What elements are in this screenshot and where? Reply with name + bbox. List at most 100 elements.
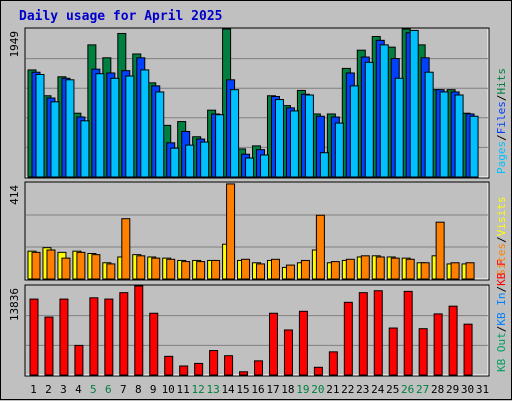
x-tick-label-day-28: 28 bbox=[431, 383, 444, 396]
bar-pages bbox=[245, 157, 255, 178]
panel-visits_sites: 414 Sites/Visits bbox=[8, 181, 508, 281]
legend-item-sites: Sites bbox=[495, 243, 508, 276]
legend-separator: / bbox=[495, 326, 508, 333]
bar-kb-f bbox=[268, 312, 278, 376]
legend-text: Pages/Files/Hits bbox=[495, 68, 508, 174]
bar-sites bbox=[196, 261, 206, 280]
bar-sites bbox=[450, 262, 460, 280]
legend-text: KB Out/KB In/KB F bbox=[495, 259, 508, 372]
x-tick-label-day-22: 22 bbox=[341, 383, 354, 396]
bar-pages bbox=[469, 115, 479, 178]
bar-sites bbox=[241, 258, 251, 280]
panel-hits_files_pages: 1949 Pages/Files/Hits bbox=[8, 27, 508, 179]
bar-kb-f bbox=[74, 344, 84, 376]
bar-pages bbox=[170, 147, 180, 178]
bar-pages bbox=[334, 122, 344, 178]
bar-sites bbox=[465, 262, 475, 280]
bar-pages bbox=[379, 44, 389, 178]
bar-kb-f bbox=[328, 351, 338, 376]
bar-pages bbox=[230, 89, 240, 178]
x-tick-label-day-13: 13 bbox=[206, 383, 219, 396]
legend-item-visits: Visits bbox=[495, 197, 508, 237]
x-tick-label-day-5: 5 bbox=[90, 383, 97, 396]
x-tick-label-day-2: 2 bbox=[45, 383, 52, 396]
bar-sites bbox=[435, 221, 445, 280]
legend-item-kbf: KB F bbox=[495, 259, 508, 286]
x-tick-label-day-15: 15 bbox=[236, 383, 249, 396]
x-tick-label-day-29: 29 bbox=[446, 383, 459, 396]
y-axis-max-label: 13836 bbox=[8, 288, 21, 321]
bar-kb-f bbox=[89, 297, 99, 376]
bar-kb-f bbox=[418, 328, 428, 376]
bar-kb-f bbox=[29, 298, 39, 376]
x-tick-label-day-26: 26 bbox=[401, 383, 414, 396]
bar-sites bbox=[315, 214, 325, 280]
bar-kb-f bbox=[298, 310, 308, 376]
bar-kb-f bbox=[194, 362, 204, 376]
bar-sites bbox=[76, 251, 86, 280]
x-tick-label-day-16: 16 bbox=[251, 383, 264, 396]
bar-pages bbox=[349, 85, 359, 178]
y-axis-max-label: 414 bbox=[8, 185, 21, 205]
bar-kb-f bbox=[403, 290, 413, 376]
bar-kb-f bbox=[373, 290, 383, 376]
x-tick-label-day-4: 4 bbox=[75, 383, 82, 396]
legend-item-kbout: KB Out bbox=[495, 332, 508, 372]
bar-pages bbox=[304, 94, 314, 178]
y-axis-max-label: 1949 bbox=[8, 31, 21, 58]
legend-separator: / bbox=[495, 134, 508, 141]
bar-sites bbox=[256, 263, 266, 280]
bar-sites bbox=[360, 255, 370, 280]
bar-sites bbox=[46, 249, 56, 280]
legend-item-kbin: KB In bbox=[495, 293, 508, 326]
bar-pages bbox=[35, 73, 45, 178]
bar-kb-f bbox=[239, 371, 249, 376]
bar-sites bbox=[375, 256, 385, 280]
x-tick-label-day-19: 19 bbox=[296, 383, 309, 396]
bar-sites bbox=[285, 264, 295, 280]
bar-pages bbox=[185, 144, 195, 178]
x-tick-label-day-25: 25 bbox=[386, 383, 399, 396]
bar-sites bbox=[211, 259, 221, 280]
bar-pages bbox=[125, 75, 135, 178]
bar-kb-f bbox=[179, 365, 189, 376]
legend-item-pages: Pages bbox=[495, 141, 508, 174]
x-tick-label-day-11: 11 bbox=[177, 383, 190, 396]
x-tick-label-day-31: 31 bbox=[476, 383, 489, 396]
x-tick-label-day-8: 8 bbox=[135, 383, 142, 396]
x-tick-label-day-1: 1 bbox=[30, 383, 37, 396]
bar-pages bbox=[260, 154, 270, 178]
legend-separator: / bbox=[495, 236, 508, 243]
legend-kbytes: KB Out/KB In/KB F bbox=[495, 259, 508, 372]
bar-sites bbox=[181, 261, 191, 280]
x-tick-label-day-23: 23 bbox=[356, 383, 369, 396]
bar-pages bbox=[200, 141, 210, 178]
bar-sites bbox=[226, 183, 236, 280]
bar-pages bbox=[155, 91, 165, 178]
x-tick-label-day-10: 10 bbox=[162, 383, 175, 396]
bar-kb-f bbox=[164, 355, 174, 376]
bar-kb-f bbox=[343, 301, 353, 376]
x-tick-label-day-27: 27 bbox=[416, 383, 429, 396]
bar-sites bbox=[151, 257, 161, 280]
bar-sites bbox=[405, 258, 415, 280]
bar-sites bbox=[330, 261, 340, 280]
bar-kb-f bbox=[59, 298, 69, 376]
legend-separator: / bbox=[495, 95, 508, 102]
bar-pages bbox=[274, 99, 284, 178]
legend-separator: / bbox=[495, 286, 508, 293]
bar-sites bbox=[166, 258, 176, 280]
bar-pages bbox=[409, 29, 419, 178]
x-tick-label-day-21: 21 bbox=[326, 383, 339, 396]
legend-item-hits: Hits bbox=[495, 68, 508, 95]
legend-hits_files_pages: Pages/Files/Hits bbox=[495, 68, 508, 174]
bar-pages bbox=[394, 77, 404, 178]
bar-kb-f bbox=[448, 305, 458, 376]
bar-kb-f bbox=[283, 329, 293, 376]
bar-kb-f bbox=[358, 292, 368, 376]
bar-sites bbox=[61, 257, 71, 280]
bar-pages bbox=[289, 110, 299, 178]
